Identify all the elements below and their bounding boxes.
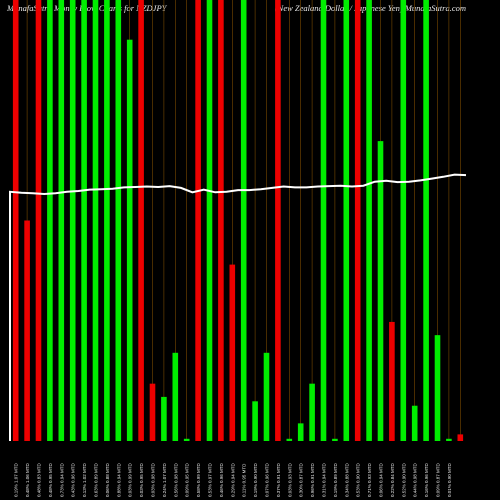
bar-down bbox=[12, 0, 19, 441]
bar-up bbox=[172, 352, 179, 441]
x-tick-label: 0.11% 0.95 MTD bbox=[242, 463, 247, 497]
x-tick-label: 0.09% 0.95 MTD bbox=[185, 462, 190, 497]
bar-down bbox=[35, 0, 42, 441]
money-flow-line bbox=[9, 173, 467, 441]
bar-up bbox=[81, 0, 87, 441]
bar-up bbox=[183, 438, 190, 441]
x-tick-label: 0.29% 0.94 MTD bbox=[230, 462, 235, 497]
x-tick-label: 0.03% 0.99 MTD bbox=[128, 462, 133, 497]
x-tick-label: 0.48% 0.83 MTD bbox=[37, 462, 42, 497]
bar-up bbox=[446, 438, 452, 441]
x-tick-label: 0.24% 1.07 MTD bbox=[162, 462, 167, 497]
bar-down bbox=[229, 264, 236, 441]
bar-up bbox=[343, 0, 350, 441]
x-tick-label: 0.88% 0.94 MTD bbox=[116, 462, 121, 497]
bar-up bbox=[240, 0, 247, 441]
x-tick-label: 0.03% 0.98 MTD bbox=[151, 462, 156, 497]
bar-up bbox=[423, 0, 429, 441]
bar-down bbox=[457, 434, 464, 441]
bar-up bbox=[126, 39, 133, 441]
x-tick-label: 0.07% 0.96 MTD bbox=[265, 462, 270, 497]
x-tick-label: 0.19% 1.07 MTD bbox=[14, 462, 19, 497]
x-tick-label: 0.19% 0.89 MTD bbox=[333, 462, 338, 497]
bar-up bbox=[252, 401, 258, 441]
x-tick-label: 0.09% 0.87 MTD bbox=[436, 462, 441, 497]
bar-up bbox=[332, 438, 338, 441]
bar-up bbox=[263, 352, 270, 441]
bar-down bbox=[275, 0, 281, 441]
x-tick-label: 0.48% 0.95 MTD bbox=[48, 462, 53, 497]
x-tick-label: 0.13% 1.02 MTD bbox=[82, 462, 87, 497]
x-tick-label: 0.01% 0.90 MTD bbox=[447, 462, 452, 497]
x-tick-label: 0.71% 0.93 MTD bbox=[367, 462, 372, 497]
bar-down bbox=[354, 0, 361, 441]
x-tick-label: 0.31% 0.94 MTD bbox=[322, 462, 327, 497]
bar-up bbox=[206, 0, 213, 441]
bar-up bbox=[400, 0, 407, 441]
x-tick-label: 0.52% 0.90 MTD bbox=[401, 462, 406, 497]
x-tick-label: 0.19% 0.90 MTD bbox=[253, 462, 258, 497]
x-tick-label: 0.53% 0.90 MTD bbox=[356, 462, 361, 497]
bar-up bbox=[320, 0, 327, 441]
bar-up bbox=[286, 438, 293, 441]
x-tick-label: 0.06% 0.94 MTD bbox=[379, 462, 384, 497]
bar-down bbox=[389, 321, 395, 441]
bar-up bbox=[434, 335, 441, 441]
x-tick-label: 0.06% 0.88 MTD bbox=[105, 462, 110, 497]
x-tick-label: 0.44% 0.98 MTD bbox=[413, 462, 418, 497]
bars bbox=[12, 0, 464, 441]
bar-up bbox=[47, 0, 53, 441]
bar-down bbox=[218, 0, 224, 441]
bar-up bbox=[366, 0, 372, 441]
bar-up bbox=[115, 0, 122, 441]
x-tick-label: 0.53% 0.97 MTD bbox=[208, 462, 213, 497]
x-axis-labels: 0.19% 1.07 MTD 0.48% 1.06 MTD 0.48% 0.83 M… bbox=[14, 462, 452, 497]
bar-up bbox=[92, 0, 99, 441]
x-tick-label: 0.34% 0.88 MTD bbox=[344, 462, 349, 497]
bar-up bbox=[309, 383, 315, 441]
bar-down bbox=[149, 383, 156, 441]
x-tick-label: 0.56% 0.98 MTD bbox=[173, 462, 178, 497]
bar-down bbox=[24, 220, 30, 441]
bar-up bbox=[69, 0, 76, 441]
x-tick-label: 0.03% 0.93 MTD bbox=[287, 462, 292, 497]
x-tick-label: 0.22% 0.84 MTD bbox=[390, 462, 395, 497]
x-tick-label: 0.43% 0.96 MTD bbox=[71, 462, 76, 497]
x-tick-label: 0.37% 0.91 MTD bbox=[276, 462, 281, 497]
x-tick-label: 0.63% 0.89 MTD bbox=[94, 462, 99, 497]
bar-up bbox=[161, 396, 167, 441]
bar-down bbox=[195, 0, 201, 441]
bar-up bbox=[377, 141, 384, 441]
x-tick-label: 0.30% 0.87 MTD bbox=[299, 462, 304, 497]
x-tick-label: 0.73% 0.94 MTD bbox=[59, 462, 64, 497]
bar-up bbox=[104, 0, 110, 441]
x-tick-label: 0.48% 1.06 MTD bbox=[25, 462, 30, 497]
bar-up bbox=[58, 0, 65, 441]
trend-line bbox=[9, 173, 467, 441]
bar-up bbox=[411, 405, 418, 441]
x-tick-label: 0.03% 0.95 MTD bbox=[139, 462, 144, 497]
x-tick-label: 0.16% 0.96 MTD bbox=[424, 462, 429, 497]
bar-up bbox=[297, 423, 304, 441]
bar-down bbox=[138, 0, 144, 441]
x-tick-label: 0.58% 0.99 MTD bbox=[196, 462, 201, 497]
x-tick-label: 0.96% 0.91 MTD bbox=[310, 462, 315, 497]
x-tick-label: 0.46% 0.96 MTD bbox=[219, 462, 224, 497]
